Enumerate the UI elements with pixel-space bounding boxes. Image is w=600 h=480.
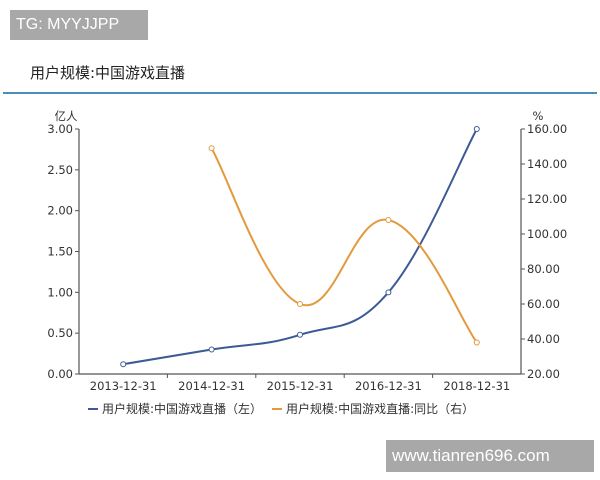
data-point-marker [120, 361, 127, 368]
y-right-tick-label: 80.00 [527, 262, 560, 276]
y-left-unit-label: 亿人 [55, 109, 78, 123]
y-right-tick-label: 160.00 [527, 122, 567, 136]
legend-swatch-blue [88, 407, 98, 410]
y-right-tick-label: 40.00 [527, 332, 560, 346]
y-left-tick-label: 2.50 [47, 163, 73, 177]
data-point-marker [473, 339, 480, 346]
y-left-tick-label: 0.00 [47, 367, 73, 381]
y-right-tick-label: 20.00 [527, 367, 560, 381]
data-point-marker [208, 145, 215, 152]
y-right-tick-label: 60.00 [527, 297, 560, 311]
x-tick-label: 2018-12-31 [443, 379, 510, 393]
data-point-marker [297, 301, 303, 307]
x-tick-label: 2013-12-31 [90, 379, 157, 393]
series-line-user-scale [123, 128, 478, 366]
y-right-unit-label: % [533, 109, 544, 123]
y-left-tick-label: 3.00 [47, 122, 73, 136]
y-right-tick-label: 140.00 [527, 157, 567, 171]
legend-swatch-orange [272, 407, 283, 410]
watermark-badge-top: TG: MYYJJPP [10, 10, 148, 40]
x-tick-label: 2015-12-31 [267, 379, 334, 393]
data-point-marker [473, 126, 480, 132]
legend-item-left-series[interactable]: 用户规模:中国游戏直播（左） [88, 400, 262, 417]
chart-title: 用户规模:中国游戏直播 [30, 64, 186, 82]
data-point-marker [385, 289, 392, 296]
legend-label-left: 用户规模:中国游戏直播（左） [102, 402, 263, 416]
y-left-tick-label: 0.50 [47, 326, 73, 340]
chart-lines [120, 126, 480, 368]
y-left-tick-label: 2.00 [47, 204, 73, 218]
legend-label-right: 用户规模:中国游戏直播:同比（右） [286, 402, 475, 416]
y-right-tick-label: 100.00 [527, 227, 567, 241]
chart-legend: 用户规模:中国游戏直播（左） 用户规模:中国游戏直播:同比（右） [88, 400, 474, 417]
y-left-tick-label: 1.50 [47, 245, 73, 259]
y-left-tick-label: 1.00 [47, 285, 73, 299]
y-right-tick-label: 120.00 [527, 192, 567, 206]
watermark-badge-bottom: www.tianren696.com [386, 440, 594, 472]
title-divider [3, 92, 597, 94]
x-tick-label: 2014-12-31 [178, 379, 245, 393]
x-tick-label: 2016-12-31 [355, 379, 422, 393]
data-point-marker [297, 331, 303, 338]
series-line-yoy-growth [210, 147, 478, 344]
data-point-marker [208, 346, 215, 353]
legend-item-right-series[interactable]: 用户规模:中国游戏直播:同比（右） [272, 400, 474, 417]
chart-axes: 3.00 2.50 2.00 1.50 1.00 0.50 0.00 亿人 160.00 140.… [47, 109, 567, 393]
data-point-marker [385, 217, 392, 223]
